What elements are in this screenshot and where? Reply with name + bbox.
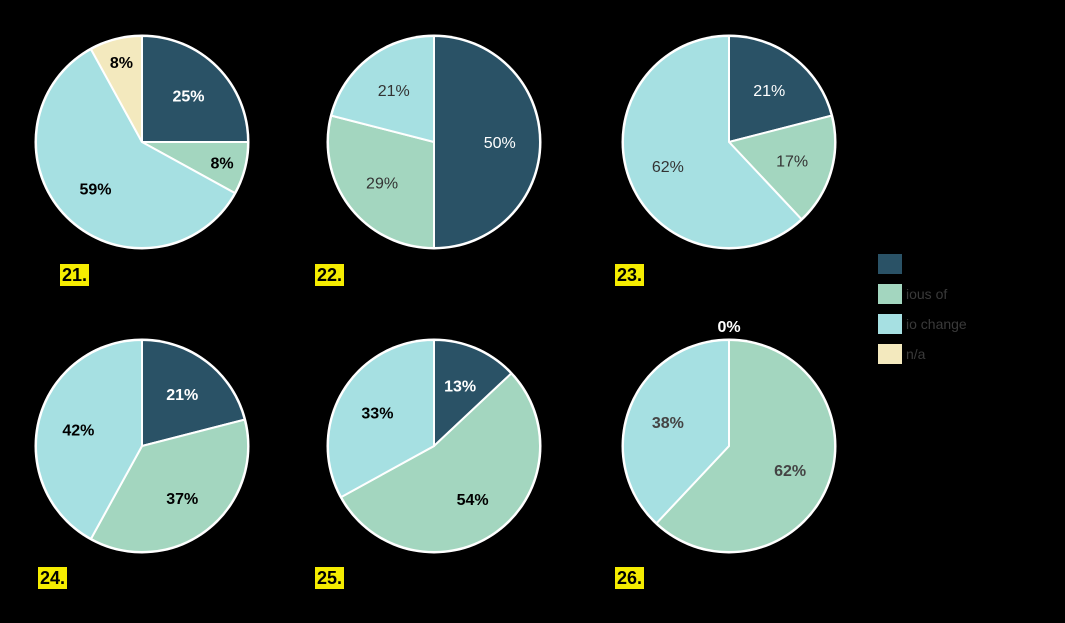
slice-label: 17%	[776, 153, 808, 170]
chart-number-badge: 24.	[38, 567, 68, 589]
slice-label: 38%	[652, 415, 684, 432]
pie-slice	[728, 34, 833, 144]
pie-chart-2: 50% 29% 21%	[326, 34, 542, 250]
legend-item-3: io change	[878, 314, 998, 336]
pie-chart-6: 62% 38% 0%	[621, 319, 837, 554]
pie-slice	[433, 34, 541, 250]
legend-label-3: io change	[906, 316, 967, 332]
slice-label: 37%	[166, 491, 198, 508]
pie-slice	[330, 34, 435, 144]
slice-label: 8%	[211, 156, 234, 173]
pie-chart-5: 13% 54% 33%	[326, 338, 542, 554]
legend-label-4: n/a	[906, 346, 926, 362]
chart-number-badge: 23.	[615, 264, 645, 286]
slice-label: 29%	[366, 175, 398, 192]
pie-chart-1: 25% 8% 59% 8%	[34, 34, 250, 250]
slice-label: 59%	[80, 181, 112, 198]
pie-slice	[141, 34, 250, 143]
pie-slice	[727, 114, 836, 221]
slice-label: 8%	[110, 55, 133, 72]
pie-slice	[433, 338, 513, 449]
slice-label: 42%	[62, 423, 94, 440]
chart-number-badge: 21.	[60, 264, 90, 286]
legend-item-1	[878, 254, 998, 276]
slice-label: 21%	[753, 83, 785, 100]
chart-number-badge: 22.	[315, 264, 345, 286]
legend-label-2: ious of	[906, 286, 948, 302]
pie-slice	[622, 338, 730, 525]
pie-slice	[655, 338, 836, 553]
pie-slice	[622, 34, 803, 249]
legend-swatch-2	[878, 284, 902, 304]
pie-chart-3: 21% 17% 62%	[621, 34, 837, 250]
slice-label: 50%	[484, 135, 516, 152]
pie-slice	[89, 34, 143, 143]
slice-label-zero: 0%	[717, 319, 740, 336]
pie-slice	[327, 114, 435, 250]
pie-chart-4: 21% 37% 42%	[34, 338, 250, 554]
chart-number-badge: 25.	[315, 567, 345, 589]
legend-item-2: ious of	[878, 284, 998, 306]
legend-swatch-3	[878, 314, 902, 334]
legend-swatch-4	[878, 344, 902, 364]
pie-slice	[35, 47, 237, 249]
slice-label: 13%	[444, 379, 476, 396]
slice-label: 25%	[172, 89, 204, 106]
pie-slice	[141, 338, 246, 448]
slice-label: 62%	[774, 463, 806, 480]
chart-number-badge: 26.	[615, 567, 645, 589]
pie-slice	[35, 338, 143, 541]
slice-label: 54%	[457, 492, 489, 509]
slice-label: 21%	[166, 387, 198, 404]
pie-slice	[327, 338, 435, 499]
slice-label: 33%	[361, 406, 393, 423]
legend-item-4: n/a	[878, 344, 998, 366]
slice-label: 21%	[378, 83, 410, 100]
pie-slice	[339, 372, 541, 553]
slice-label: 62%	[652, 159, 684, 176]
legend-swatch-1	[878, 254, 902, 274]
pie-slice	[89, 418, 249, 553]
